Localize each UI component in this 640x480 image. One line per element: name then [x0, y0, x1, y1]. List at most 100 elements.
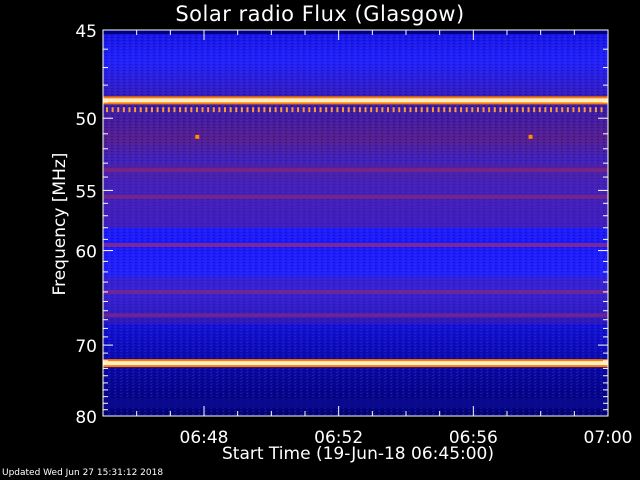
burst-17: [201, 107, 204, 113]
burst-11: [167, 107, 170, 113]
x-tick-label-56: 06:56: [449, 428, 498, 448]
burst-51: [392, 107, 395, 113]
burst-58: [431, 107, 434, 113]
y-tick-label-60: 60: [75, 243, 97, 263]
burst-28: [263, 107, 266, 113]
burst-79: [549, 107, 552, 113]
updated-timestamp: Updated Wed Jun 27 15:31:12 2018: [2, 468, 164, 478]
burst-53: [403, 107, 406, 113]
burst-73: [516, 107, 519, 113]
region-53-58: [103, 163, 608, 228]
burst-36: [308, 107, 311, 113]
burst-25: [246, 107, 249, 113]
burst-72: [510, 107, 513, 113]
burst-35: [302, 107, 305, 113]
burst-13: [179, 107, 182, 113]
y-tick-label-55: 55: [75, 182, 97, 202]
burst-6: [139, 107, 142, 113]
burst-54: [409, 107, 412, 113]
axes: 45 50 55 60 70 80 06:48 06:52 06:56 07:00: [75, 22, 632, 448]
burst-67: [482, 107, 485, 113]
burst-74: [521, 107, 524, 113]
burst-61: [448, 107, 451, 113]
burst-9: [156, 107, 159, 113]
burst-0: [106, 107, 108, 113]
burst-55: [415, 107, 418, 113]
burst-50: [387, 107, 389, 113]
burst-43: [347, 107, 350, 113]
burst-71: [505, 107, 508, 113]
burst-10: [162, 107, 165, 113]
burst-37: [313, 107, 316, 113]
burst-70: [499, 107, 502, 113]
burst-40: [330, 107, 333, 113]
burst-19: [212, 107, 215, 113]
spot-0: [195, 134, 200, 139]
burst-27: [257, 107, 260, 113]
burst-16: [195, 107, 198, 113]
burst-65: [471, 107, 474, 113]
burst-49: [381, 107, 384, 113]
spectrogram-noise: [103, 30, 608, 416]
burst-76: [533, 107, 536, 113]
burst-3: [122, 107, 125, 113]
burst-82: [566, 107, 569, 113]
burst-42: [342, 107, 345, 113]
burst-1: [111, 107, 114, 113]
band-48.9: [103, 98, 608, 103]
band-53.5: [103, 168, 608, 173]
burst-81: [561, 107, 564, 113]
burst-85: [583, 107, 586, 113]
burst-24: [240, 107, 243, 113]
band-top-edge: [103, 30, 608, 34]
burst-26: [252, 107, 255, 113]
band-64: [103, 289, 608, 294]
burst-63: [460, 107, 463, 113]
burst-87: [594, 107, 597, 113]
burst-33: [291, 107, 294, 113]
band-78: [103, 398, 608, 409]
y-tick-label-45: 45: [75, 22, 97, 42]
y-tick-label-70: 70: [75, 337, 97, 357]
burst-56: [420, 107, 423, 113]
burst-21: [224, 107, 227, 113]
burst-18: [207, 107, 210, 113]
burst-23: [235, 107, 238, 113]
band-59.5: [103, 243, 608, 248]
burst-88: [600, 107, 603, 113]
burst-31: [280, 107, 283, 113]
burst-39: [325, 107, 328, 113]
burst-4: [128, 107, 131, 113]
spot-1: [528, 134, 533, 139]
burst-46: [364, 107, 367, 113]
burst-44: [353, 107, 356, 113]
burst-84: [578, 107, 581, 113]
x-tick-label-52: 06:52: [314, 428, 363, 448]
burst-47: [370, 107, 373, 113]
burst-7: [145, 107, 148, 113]
chart-title: Solar radio Flux (Glasgow): [175, 2, 465, 26]
y-axis-title: Frequency [MHz]: [50, 152, 70, 296]
spectrogram-plot-area: [103, 30, 608, 416]
burst-48: [375, 107, 378, 113]
burst-57: [426, 107, 429, 113]
burst-12: [173, 107, 176, 113]
region-62-67: [103, 277, 608, 325]
band-66.5: [103, 313, 608, 318]
burst-69: [493, 107, 496, 113]
burst-64: [465, 107, 468, 113]
burst-41: [336, 107, 339, 113]
burst-80: [555, 107, 558, 113]
burst-68: [488, 107, 491, 113]
burst-59: [437, 107, 440, 113]
burst-5: [134, 107, 137, 113]
burst-45: [358, 107, 361, 113]
plot-frame: [102, 29, 609, 417]
burst-62: [454, 107, 457, 113]
burst-2: [117, 107, 120, 113]
burst-38: [319, 107, 322, 113]
burst-86: [589, 107, 592, 113]
burst-77: [538, 107, 541, 113]
burst-15: [190, 107, 193, 113]
x-tick-label-60: 07:00: [584, 428, 633, 448]
